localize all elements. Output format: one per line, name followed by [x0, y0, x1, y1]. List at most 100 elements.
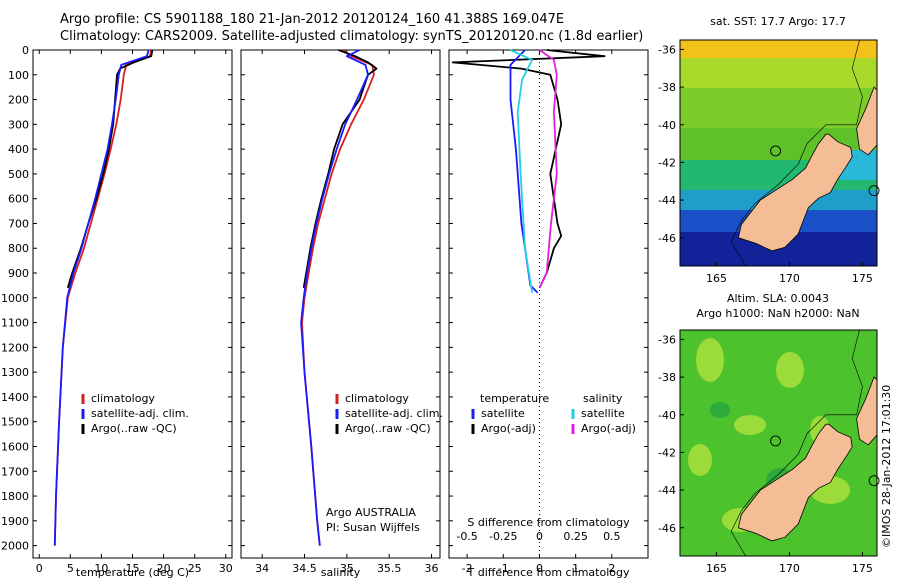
temperature-profile-axes-box [32, 49, 233, 559]
sla-anomaly [696, 338, 724, 382]
x-tick-label: 35 [340, 562, 354, 575]
figure-title-line1: Argo profile: CS 5901188_180 21-Jan-2012… [60, 12, 565, 27]
y-tick-label: 1900 [1, 515, 29, 528]
series-s-satellite [510, 49, 534, 293]
legend-label: satellite [481, 407, 525, 420]
map-y-tick-label: -42 [658, 446, 676, 459]
y-tick-label: 500 [8, 168, 29, 181]
north-island-landmass [856, 376, 877, 446]
y-tick-label: 900 [8, 267, 29, 280]
series-satellite-adj [300, 49, 369, 546]
y-tick-label: 1400 [1, 391, 29, 404]
x-axis-label: T difference from climatology [467, 566, 630, 579]
series-s-argo [538, 49, 558, 289]
legend-label: climatology [345, 392, 409, 405]
legend-title: temperature [480, 392, 549, 405]
difference-profile-axes-box [448, 49, 649, 559]
x-tick-label: 34.5 [292, 562, 317, 575]
figure-title-line2: Climatology: CARS2009. Satellite-adjuste… [60, 29, 644, 44]
x-tick-label: 0 [36, 562, 43, 575]
series-t-satellite [509, 49, 539, 294]
x-axis-label: temperature (deg C) [76, 566, 189, 579]
credit-text: ©IMOS 28-Jan-2012 17:01:30 [880, 385, 893, 548]
depth-contour [730, 330, 863, 556]
map-y-tick-label: -40 [658, 119, 676, 132]
map-y-tick-label: -36 [658, 333, 676, 346]
x-tick-label-salinity: 0.5 [603, 530, 621, 543]
x-tick-label: 15 [126, 562, 140, 575]
sst-band [680, 58, 877, 88]
map-y-tick-label: -46 [658, 522, 676, 535]
x-tick-label: 5 [67, 562, 74, 575]
x-tick-label: 20 [157, 562, 171, 575]
sst-map-title: sat. SST: 17.7 Argo: 17.7 [710, 15, 846, 28]
x-tick-label-salinity: -0.25 [489, 530, 517, 543]
salinity-profile-axes-box [240, 49, 441, 559]
sst-warm-band [680, 40, 877, 58]
sla-anomaly [688, 444, 712, 476]
map-x-tick-label: 165 [706, 272, 727, 285]
x-tick-label: 2 [608, 562, 615, 575]
x-tick-label: 25 [188, 562, 202, 575]
depth-contour [730, 40, 863, 266]
x-tick-label: 1 [572, 562, 579, 575]
south-island-landmass [737, 423, 853, 542]
x-tick-label: 36 [425, 562, 439, 575]
x-tick-label-salinity: -0.5 [456, 530, 477, 543]
y-tick-label: 600 [8, 193, 29, 206]
map-x-tick-label: 165 [706, 562, 727, 575]
map-x-tick-label: 170 [779, 272, 800, 285]
legend-label: Argo(..raw -QC) [91, 422, 177, 435]
legend-label: climatology [91, 392, 155, 405]
y-tick-label: 1300 [1, 366, 29, 379]
north-island-landmass [856, 86, 877, 156]
annotation-text: Argo AUSTRALIA [326, 506, 416, 519]
map-y-tick-label: -38 [658, 81, 676, 94]
x-tick-label: 34 [255, 562, 269, 575]
x-tick-label: 35.5 [377, 562, 402, 575]
map-y-tick-label: -44 [658, 484, 676, 497]
float-position-marker [770, 145, 782, 157]
y-tick-label: 1800 [1, 490, 29, 503]
sla-map-field [680, 330, 877, 556]
series-satellite-adj [53, 49, 150, 546]
map-y-tick-label: -46 [658, 232, 676, 245]
x-tick-label-salinity: 0.25 [563, 530, 588, 543]
annotation-text: PI: Susan Wijffels [326, 521, 420, 534]
sla-anomaly [710, 402, 730, 418]
x-axis-label-top: S difference from climatology [467, 516, 630, 529]
x-tick-label: -1 [498, 562, 509, 575]
series-argo [302, 49, 378, 289]
series-t-argo [451, 49, 606, 289]
sst-map-field [680, 40, 877, 266]
y-tick-label: 2000 [1, 540, 29, 553]
y-tick-label: 300 [8, 118, 29, 131]
y-tick-label: 1500 [1, 416, 29, 429]
y-tick-label: 1000 [1, 292, 29, 305]
legend-label: satellite-adj. clim. [345, 407, 443, 420]
y-tick-label: 1600 [1, 440, 29, 453]
y-tick-label: 800 [8, 242, 29, 255]
x-tick-label: 0 [536, 562, 543, 575]
float-position-marker [868, 185, 880, 197]
series-climatology [53, 49, 153, 546]
south-island-landmass [737, 133, 853, 252]
map-y-tick-label: -44 [658, 194, 676, 207]
sst-band [680, 88, 877, 128]
legend-label: Argo(-adj) [581, 422, 636, 435]
float-position-marker [868, 475, 880, 487]
map-y-tick-label: -40 [658, 409, 676, 422]
y-tick-label: 1200 [1, 341, 29, 354]
x-tick-label: 10 [94, 562, 108, 575]
x-axis-label: salinity [321, 566, 361, 579]
y-tick-label: 1700 [1, 465, 29, 478]
y-tick-label: 700 [8, 217, 29, 230]
sla-anomaly [734, 415, 766, 435]
y-tick-label: 400 [8, 143, 29, 156]
map-y-tick-label: -36 [658, 43, 676, 56]
map-y-tick-label: -38 [658, 371, 676, 384]
y-tick-label: 100 [8, 69, 29, 82]
map-x-tick-label: 175 [852, 272, 873, 285]
sla-anomaly [776, 352, 804, 388]
